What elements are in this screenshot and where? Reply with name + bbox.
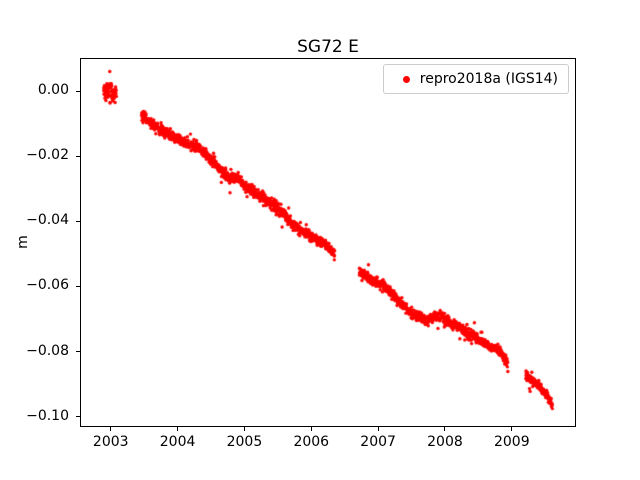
y-tick-mark [76,155,80,157]
x-tick-label: 2006 [293,434,330,450]
y-tick-mark [76,220,80,222]
chart-title: SG72 E [297,37,359,57]
y-tick-label: −0.06 [26,277,69,294]
y-axis-label: m [15,235,31,249]
x-tick-mark [177,427,179,431]
y-tick-mark [76,285,80,287]
y-tick-label: −0.08 [26,342,69,359]
x-tick-mark [243,427,245,431]
legend-marker-dot [402,75,410,83]
x-tick-label: 2009 [493,434,530,450]
x-tick-label: 2004 [159,434,196,450]
x-tick-label: 2008 [427,434,463,450]
x-tick-mark [310,427,312,431]
legend-label: repro2018a (IGS14) [419,71,558,87]
x-tick-mark [444,427,446,431]
x-tick-label: 2003 [92,434,129,450]
legend: repro2018a (IGS14) [382,64,569,94]
x-tick-mark [377,427,379,431]
y-tick-mark [76,90,80,92]
y-tick-label: −0.02 [26,147,69,164]
y-tick-label: −0.04 [26,212,69,229]
x-tick-label: 2005 [226,434,263,450]
plot-area: repro2018a (IGS14) [80,58,576,427]
y-tick-label: −0.10 [26,407,69,424]
x-tick-mark [511,427,513,431]
y-tick-mark [76,416,80,418]
x-tick-label: 2007 [360,434,396,450]
y-tick-mark [76,351,80,352]
x-tick-mark [110,427,112,431]
scatter-series-canvas [81,59,575,426]
y-tick-label: 0.00 [37,82,69,99]
